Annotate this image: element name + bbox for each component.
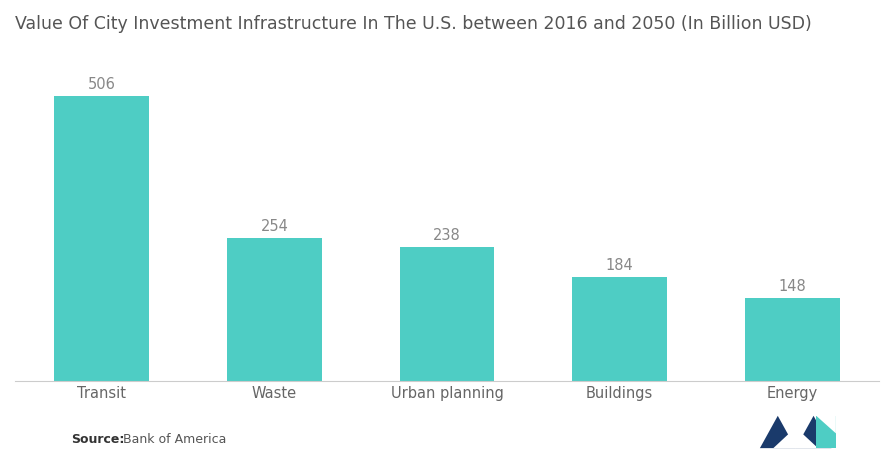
- Text: 254: 254: [260, 219, 288, 234]
- Text: 184: 184: [606, 258, 634, 274]
- Text: Source:: Source:: [72, 433, 125, 446]
- Text: Bank of America: Bank of America: [123, 433, 227, 446]
- Bar: [55, 96, 149, 381]
- Bar: [572, 277, 667, 381]
- Text: 238: 238: [433, 228, 461, 243]
- Bar: [745, 298, 839, 381]
- Bar: [227, 238, 322, 381]
- Text: 148: 148: [779, 279, 806, 293]
- Bar: [400, 247, 494, 381]
- Text: Value Of City Investment Infrastructure In The U.S. between 2016 and 2050 (In Bi: Value Of City Investment Infrastructure …: [15, 15, 812, 33]
- Text: 506: 506: [88, 77, 115, 92]
